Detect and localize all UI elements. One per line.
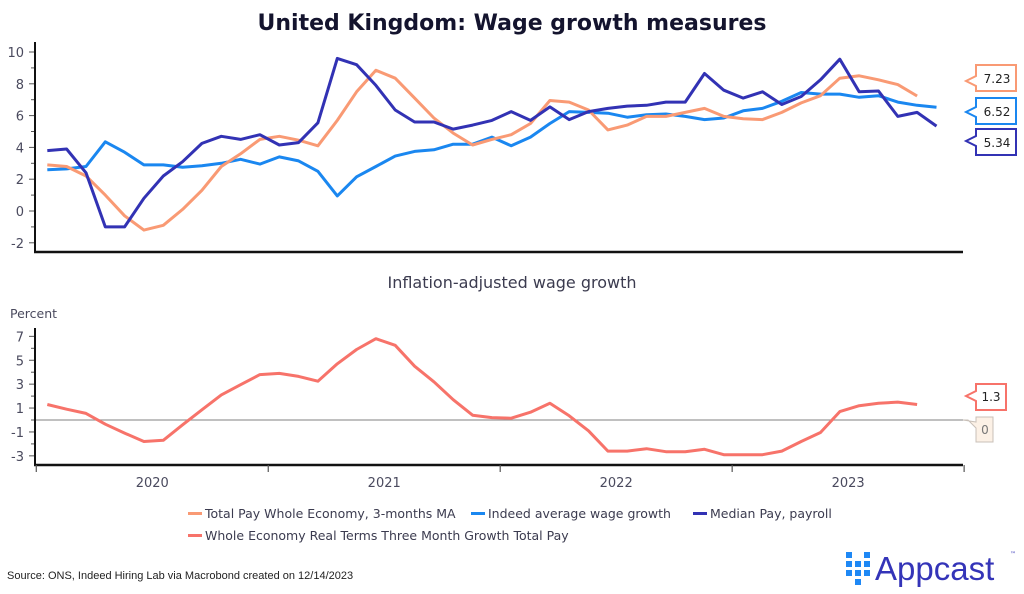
y-tick-label: 2 [16,173,24,188]
legend-label: Indeed average wage growth [488,506,671,521]
chart-title: United Kingdom: Wage growth measures [258,11,767,36]
top-chart: -2 0 2 4 6 8 10 7.23 6.52 5.34 [7,42,1017,254]
callout-value: 7.23 [984,72,1011,86]
appcast-logo-mark-icon [846,552,870,585]
y-tick-label: 3 [16,378,24,393]
legend-label: Total Pay Whole Economy, 3-months MA [204,506,456,521]
y-tick-label: 4 [16,141,24,156]
bottom-y-axis-ticks: -3 -1 1 3 5 7 [11,330,35,465]
y-tick-label: 7 [16,330,24,345]
legend-swatch [188,534,202,537]
y-tick-label: 0 [16,205,24,220]
top-chart-lines [47,56,938,232]
end-label-median-pay: 5.34 [963,128,1017,156]
y-tick-label: -2 [11,237,24,252]
y-tick-label: 8 [16,78,24,93]
legend-swatch [693,512,707,515]
end-label-total-pay: 7.23 [963,64,1017,92]
legend-swatch [471,512,485,515]
legend-label: Median Pay, payroll [710,506,832,521]
legend: Total Pay Whole Economy, 3-months MA Ind… [188,506,832,543]
top-1-series-line-0 [47,91,937,198]
appcast-trademark: ™ [1010,551,1016,558]
callout-box [962,416,994,443]
y-tick-label: -1 [11,426,24,441]
source-note: Source: ONS, Indeed Hiring Lab via Macro… [7,570,353,582]
y-unit-label: Percent [10,306,57,321]
x-tick-label: 2020 [136,476,169,491]
callout-value: 1.3 [981,390,1000,404]
y-tick-label: -3 [11,450,24,465]
bottom-chart-lines [46,337,918,457]
top-end-labels: 7.23 6.52 5.34 [963,64,1017,156]
end-label-zero: 0 [962,416,994,443]
appcast-logo-text: Appcast [875,550,994,587]
legend-label: Whole Economy Real Terms Three Month Gro… [205,528,569,543]
end-label-indeed: 6.52 [963,97,1017,125]
appcast-logo: Appcast ™ [846,550,1016,587]
callout-value: 0 [981,423,989,437]
top-y-axis-ticks: -2 0 2 4 6 8 10 [7,46,35,252]
y-tick-label: 5 [16,354,24,369]
callout-box [963,128,1017,156]
callout-value: 6.52 [984,105,1011,119]
legend-swatch [188,512,202,515]
x-tick-label: 2023 [832,476,865,491]
callout-box [963,383,1007,411]
callout-value: 5.34 [984,136,1011,150]
x-tick-label: 2022 [600,476,633,491]
subtitle: Inflation-adjusted wage growth [387,273,636,292]
top-2-series-line-0 [47,56,938,229]
bottom-series-line-0 [46,337,918,457]
callout-box [963,64,1017,92]
y-tick-label: 10 [7,46,24,61]
legend-item-indeed[interactable]: Indeed average wage growth [471,506,671,521]
x-axis-ticks: 2020 2021 2022 2023 [35,465,965,491]
callout-box [963,97,1017,125]
y-tick-label: 1 [16,402,24,417]
x-tick-label: 2021 [368,476,401,491]
end-label-real-terms: 1.3 [963,383,1007,411]
legend-item-median-pay[interactable]: Median Pay, payroll [693,506,832,521]
legend-item-total-pay[interactable]: Total Pay Whole Economy, 3-months MA [188,506,456,521]
top-0-series-line-0 [47,68,918,232]
y-tick-label: 6 [16,110,24,125]
bottom-end-labels: 01.3 [962,383,1007,443]
legend-item-real-terms[interactable]: Whole Economy Real Terms Three Month Gro… [188,528,569,543]
